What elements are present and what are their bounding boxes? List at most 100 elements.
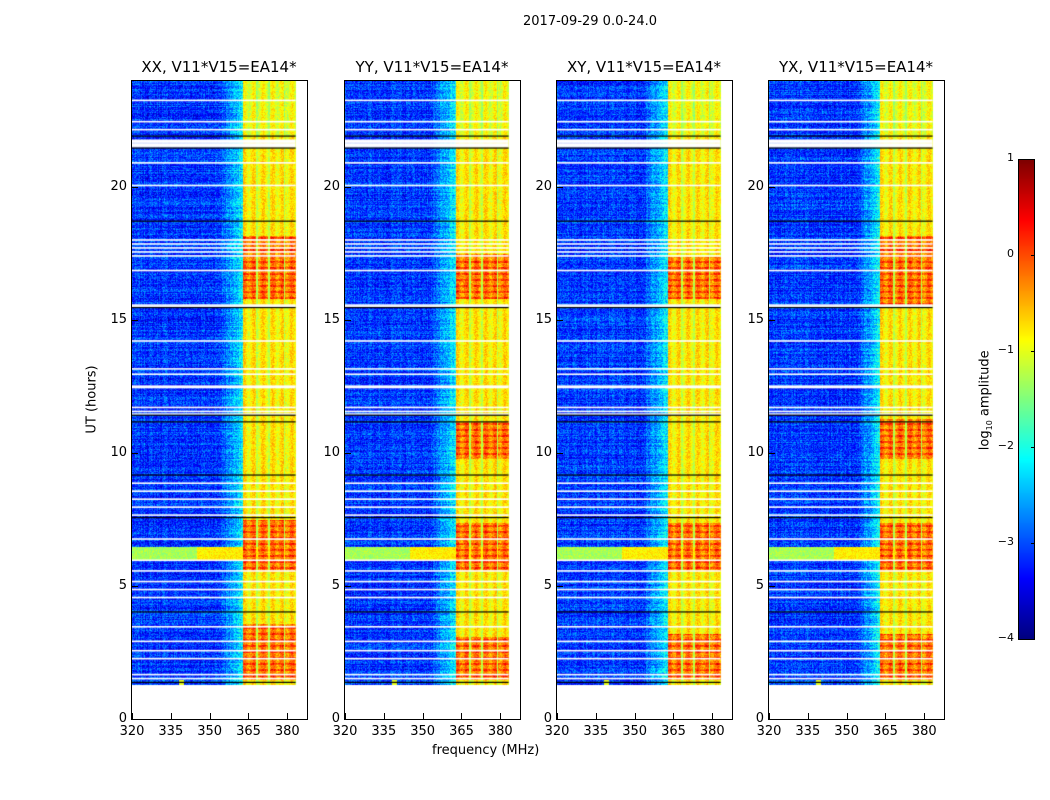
heatmap-panel xyxy=(768,80,945,720)
panel-title: XY, V11*V15=EA14* xyxy=(566,58,722,76)
x-tick-label: 335 xyxy=(371,724,397,739)
x-tick-label: 380 xyxy=(911,724,937,739)
x-tick-label: 350 xyxy=(834,724,860,739)
x-tick xyxy=(769,713,770,720)
colorbar-label-rest: amplitude xyxy=(977,350,993,421)
y-tick-label: 0 xyxy=(755,711,764,726)
x-tick-label: 365 xyxy=(449,724,474,739)
y-tick-label: 10 xyxy=(535,445,552,461)
x-tick xyxy=(209,713,211,720)
colorbar-tick-label: 1 xyxy=(1007,151,1014,164)
x-tick xyxy=(885,713,887,720)
y-tick-label: 5 xyxy=(331,578,340,594)
y-tick-label: 5 xyxy=(543,578,552,594)
y-tick-label: 5 xyxy=(755,578,764,594)
y-tick xyxy=(768,320,775,322)
x-tick-label: 380 xyxy=(274,724,300,739)
y-tick xyxy=(556,719,563,720)
panel-title: XX, V11*V15=EA14* xyxy=(141,58,297,76)
y-tick-label: 15 xyxy=(747,312,764,328)
y-tick xyxy=(768,719,775,720)
y-tick xyxy=(131,453,138,455)
y-tick-label: 20 xyxy=(747,179,764,195)
x-tick xyxy=(422,713,424,720)
x-tick xyxy=(345,713,346,720)
colorbar-tick xyxy=(1031,255,1035,256)
y-tick-label: 0 xyxy=(118,711,127,726)
x-tick xyxy=(807,713,809,720)
x-tick-label: 365 xyxy=(873,724,898,739)
x-tick-label: 380 xyxy=(487,724,513,739)
heatmap-panel xyxy=(344,80,521,720)
y-tick xyxy=(556,586,563,588)
x-tick xyxy=(634,713,636,720)
y-tick xyxy=(768,187,775,189)
x-tick-label: 350 xyxy=(410,724,436,739)
x-tick-label: 335 xyxy=(158,724,184,739)
y-tick xyxy=(344,453,351,455)
y-tick xyxy=(344,320,351,322)
colorbar-tick xyxy=(1031,639,1035,640)
x-tick-label: 365 xyxy=(236,724,261,739)
figure-title: 2017-09-29 0.0-24.0 xyxy=(523,14,657,29)
x-tick xyxy=(383,713,385,720)
y-tick xyxy=(768,453,775,455)
colorbar xyxy=(1018,159,1035,640)
x-tick xyxy=(924,713,926,720)
x-tick xyxy=(287,713,289,720)
colorbar-tick xyxy=(1031,447,1035,448)
x-tick xyxy=(557,713,558,720)
y-tick xyxy=(344,586,351,588)
y-tick-label: 5 xyxy=(118,578,127,594)
y-tick-label: 20 xyxy=(110,179,127,195)
y-tick xyxy=(344,719,351,720)
y-tick xyxy=(556,320,563,322)
x-tick-label: 320 xyxy=(756,724,782,739)
x-tick xyxy=(712,713,714,720)
x-tick-label: 320 xyxy=(544,724,570,739)
x-axis-label: frequency (MHz) xyxy=(432,743,540,758)
x-tick xyxy=(170,713,172,720)
y-tick xyxy=(344,187,351,189)
x-tick xyxy=(595,713,597,720)
colorbar-tick-label: −2 xyxy=(997,439,1014,452)
heatmap-panel xyxy=(556,80,733,720)
colorbar-tick-label: −3 xyxy=(997,535,1014,548)
heatmap-image xyxy=(557,81,732,719)
x-tick-label: 380 xyxy=(699,724,725,739)
x-tick-label: 335 xyxy=(583,724,609,739)
y-tick xyxy=(131,187,138,189)
y-tick-label: 10 xyxy=(323,445,340,461)
y-tick xyxy=(131,320,138,322)
colorbar-tick xyxy=(1031,543,1035,544)
x-tick xyxy=(846,713,848,720)
y-tick xyxy=(556,187,563,189)
y-tick-label: 15 xyxy=(535,312,552,328)
y-tick-label: 0 xyxy=(331,711,340,726)
x-tick-label: 320 xyxy=(119,724,145,739)
colorbar-tick-label: −1 xyxy=(997,343,1014,356)
y-tick xyxy=(556,453,563,455)
x-tick xyxy=(248,713,250,720)
y-tick-label: 0 xyxy=(543,711,552,726)
x-tick-label: 350 xyxy=(622,724,648,739)
y-tick xyxy=(768,586,775,588)
colorbar-tick xyxy=(1031,159,1035,160)
colorbar-label: log10 amplitude xyxy=(978,350,995,450)
x-tick xyxy=(132,713,133,720)
y-tick xyxy=(131,719,138,720)
x-tick xyxy=(673,713,675,720)
x-tick xyxy=(461,713,463,720)
colorbar-gradient xyxy=(1019,160,1034,639)
panel-title: YX, V11*V15=EA14* xyxy=(778,58,934,76)
heatmap-image xyxy=(769,81,944,719)
x-tick-label: 320 xyxy=(332,724,358,739)
colorbar-tick-label: 0 xyxy=(1007,247,1014,260)
y-tick-label: 10 xyxy=(110,445,127,461)
y-axis-label: UT (hours) xyxy=(84,365,100,434)
y-tick-label: 10 xyxy=(747,445,764,461)
x-tick-label: 365 xyxy=(661,724,686,739)
y-tick-label: 15 xyxy=(110,312,127,328)
y-tick xyxy=(131,586,138,588)
